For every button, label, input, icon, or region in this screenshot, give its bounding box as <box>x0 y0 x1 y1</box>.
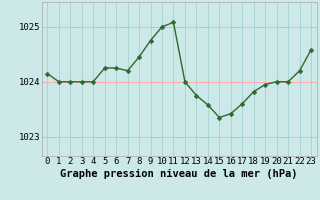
X-axis label: Graphe pression niveau de la mer (hPa): Graphe pression niveau de la mer (hPa) <box>60 169 298 179</box>
